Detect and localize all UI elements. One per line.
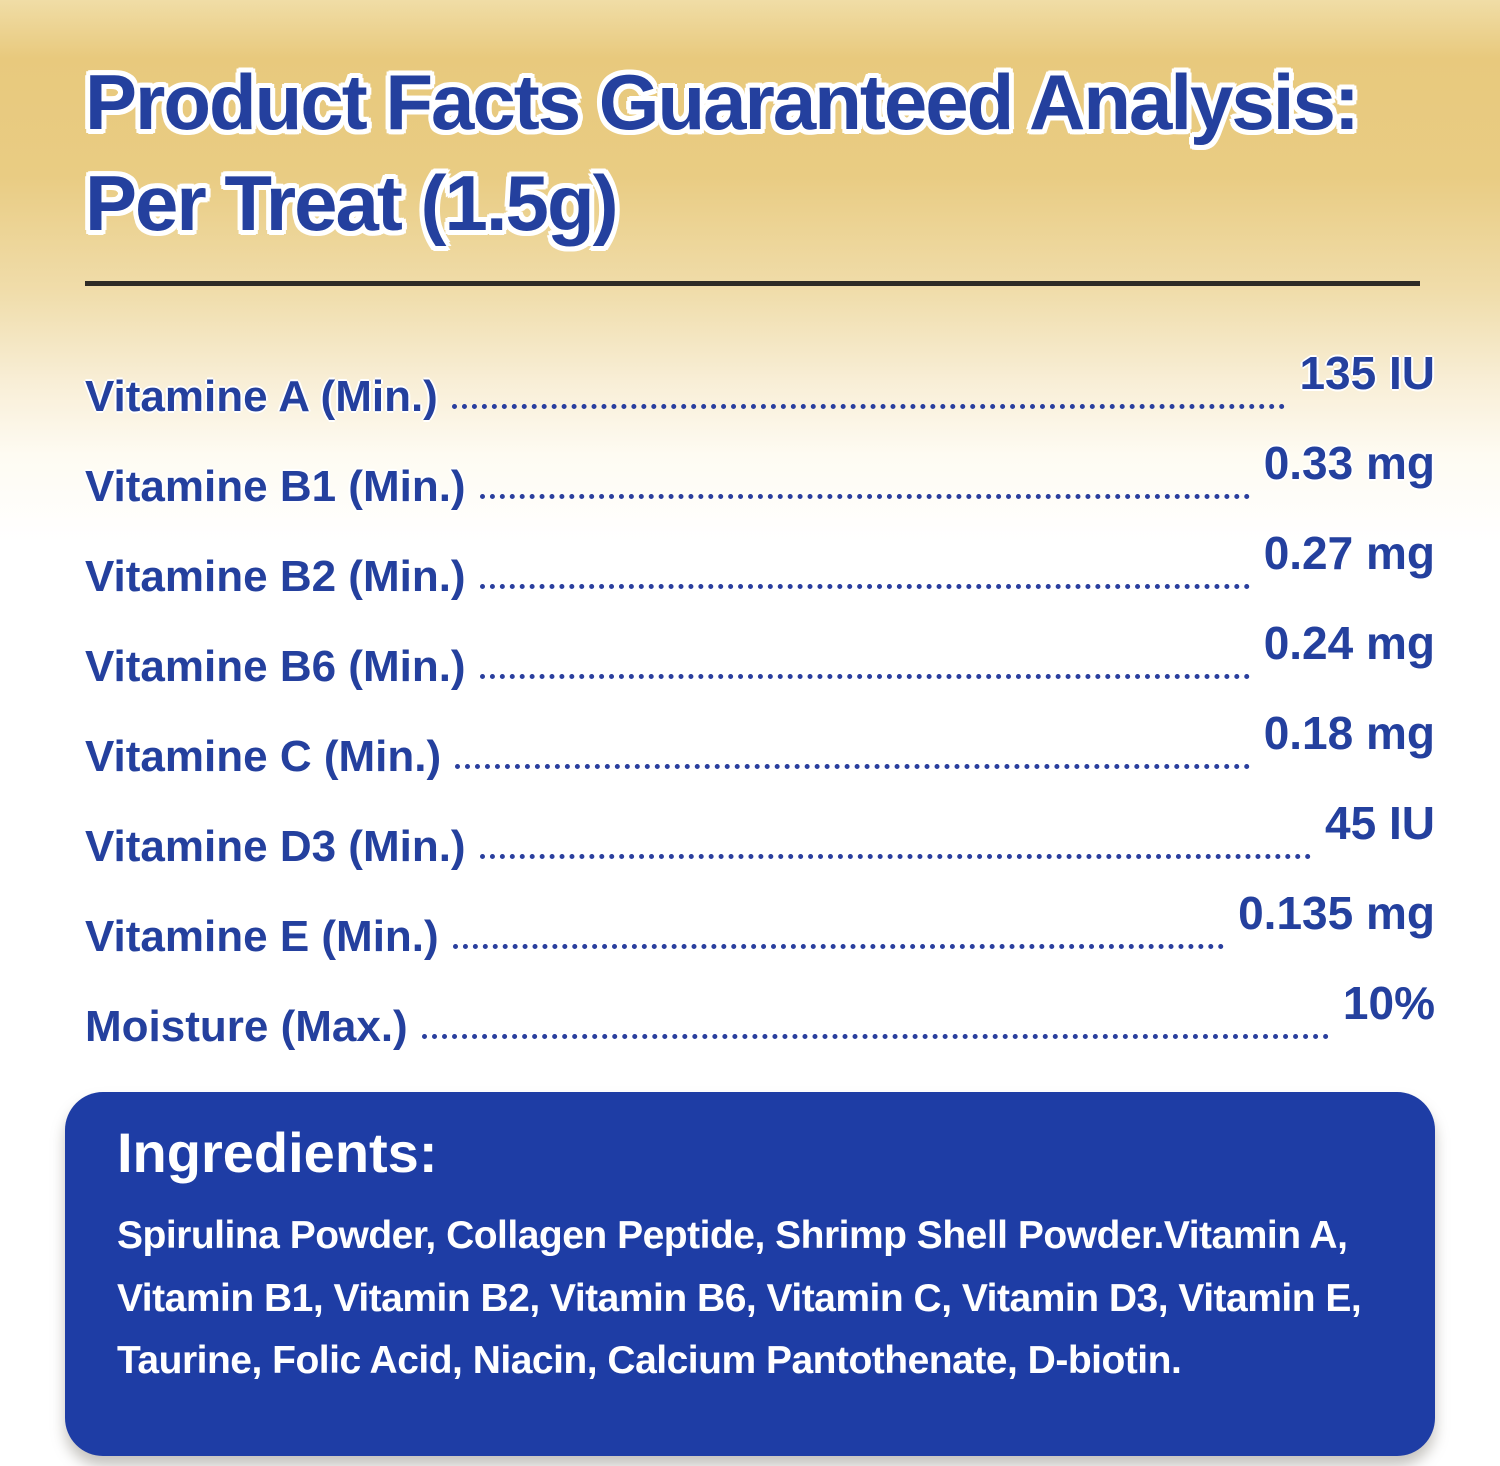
- analysis-row: Moisture (Max.) 10%: [85, 962, 1435, 1052]
- ingredients-panel: Ingredients: Spirulina Powder, Collagen …: [65, 1091, 1435, 1456]
- nutrient-name: Vitamine D3 (Min.): [85, 821, 466, 871]
- nutrient-name: Vitamine C (Min.): [85, 731, 442, 781]
- nutrient-value: 45 IU: [1325, 796, 1435, 849]
- nutrient-name: Moisture (Max.): [85, 1001, 408, 1051]
- dot-leader: [479, 853, 1312, 859]
- dot-leader: [479, 673, 1250, 679]
- ingredients-text: Spirulina Powder, Collagen Peptide, Shri…: [117, 1214, 1362, 1383]
- page-title-line-1: Product Facts Guaranteed Analysis:: [85, 58, 1360, 146]
- dot-leader: [452, 943, 1225, 949]
- dot-leader: [451, 403, 1286, 409]
- dot-leader: [421, 1033, 1329, 1039]
- nutrient-value: 10%: [1342, 976, 1435, 1029]
- page-title: Product Facts Guaranteed Analysis: Per Tr…: [85, 52, 1440, 255]
- analysis-row: Vitamine C (Min.) 0.18 mg: [85, 692, 1435, 782]
- analysis-row: Vitamine A (Min.) 135 IU: [85, 332, 1435, 422]
- analysis-row: Vitamine D3 (Min.) 45 IU: [85, 782, 1435, 872]
- guaranteed-analysis-table: Vitamine A (Min.) 135 IU Vitamine B1 (Mi…: [85, 332, 1435, 1052]
- analysis-row: Vitamine B1 (Min.) 0.33 mg: [85, 422, 1435, 512]
- analysis-row: Vitamine E (Min.) 0.135 mg: [85, 872, 1435, 962]
- nutrient-value: 0.27 mg: [1263, 526, 1435, 579]
- dot-leader: [479, 493, 1250, 499]
- nutrient-name: Vitamine B6 (Min.): [85, 641, 466, 691]
- nutrient-value: 135 IU: [1299, 346, 1435, 399]
- header: Product Facts Guaranteed Analysis: Per Tr…: [0, 0, 1500, 255]
- nutrient-name: Vitamine B2 (Min.): [85, 551, 466, 601]
- nutrient-value: 0.18 mg: [1263, 706, 1435, 759]
- analysis-row: Vitamine B6 (Min.) 0.24 mg: [85, 602, 1435, 692]
- nutrient-name: Vitamine A (Min.): [85, 371, 438, 421]
- analysis-row: Vitamine B2 (Min.) 0.27 mg: [85, 512, 1435, 602]
- nutrient-name: Vitamine B1 (Min.): [85, 461, 466, 511]
- ingredients-heading: Ingredients:: [117, 1120, 438, 1184]
- dot-leader: [455, 763, 1250, 769]
- nutrient-value: 0.135 mg: [1238, 886, 1435, 939]
- header-divider: [85, 280, 1420, 286]
- dot-leader: [479, 583, 1250, 589]
- page-title-line-2: Per Treat (1.5g): [85, 159, 619, 248]
- nutrient-value: 0.33 mg: [1263, 436, 1435, 489]
- nutrient-value: 0.24 mg: [1263, 616, 1435, 669]
- nutrient-name: Vitamine E (Min.): [85, 911, 439, 961]
